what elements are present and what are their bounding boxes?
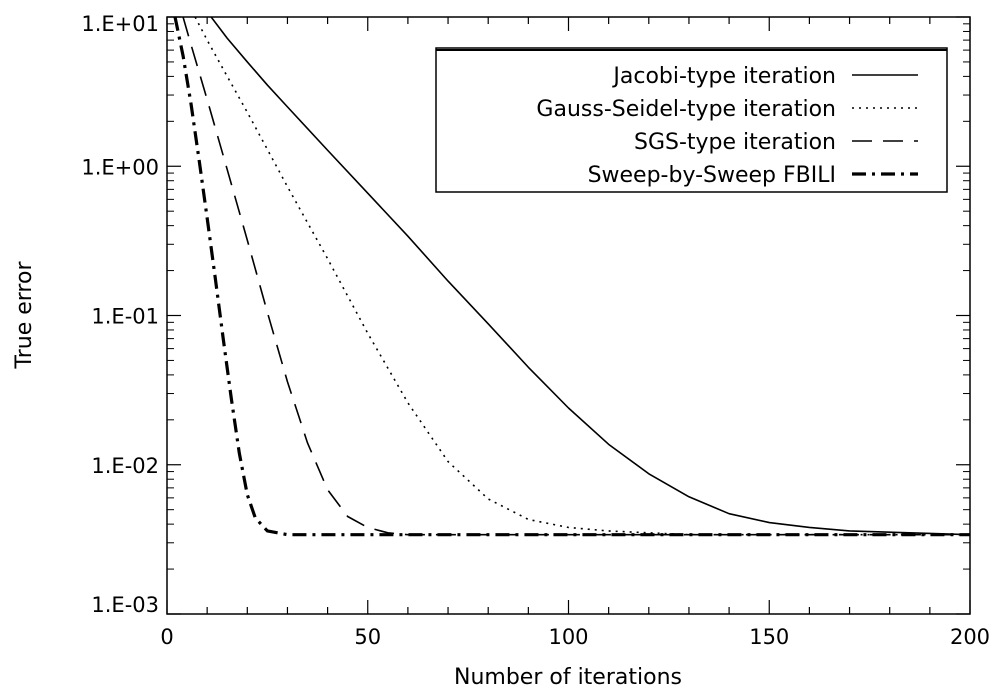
x-axis-title: Number of iterations xyxy=(454,665,682,690)
x-tick-label: 100 xyxy=(548,625,588,649)
tick-labels: 0 50 100 150 200 1.E-03 1.E-02 1.E-01 1.E+00 1.E+… xyxy=(81,12,990,649)
legend: Jacobi-type iteration Gauss-Seidel-type i… xyxy=(435,47,948,193)
y-tick-label: 1.E-03 xyxy=(91,593,159,617)
series-line-3 xyxy=(173,17,970,537)
y-tick-label: 1.E-01 xyxy=(91,305,159,329)
legend-label: Jacobi-type iteration xyxy=(611,64,836,89)
x-tick-label: 200 xyxy=(950,625,990,649)
plot-frame xyxy=(166,16,971,615)
y-tick-label: 1.E+00 xyxy=(81,155,159,179)
y-tick-label: 1.E+01 xyxy=(81,12,159,36)
legend-frame xyxy=(435,47,948,193)
series-line-0 xyxy=(210,17,970,536)
x-tick-label: 50 xyxy=(354,625,381,649)
y-axis-title: True error xyxy=(12,261,37,370)
y-tick-label: 1.E-02 xyxy=(91,454,159,478)
legend-label: Gauss-Seidel-type iteration xyxy=(536,97,836,122)
legend-label: SGS-type iteration xyxy=(634,130,836,155)
x-tick-label: 150 xyxy=(749,625,789,649)
series-line-1 xyxy=(194,17,970,536)
series-lines xyxy=(173,17,970,537)
x-tick-label: 0 xyxy=(160,625,173,649)
series-line-2 xyxy=(182,17,970,536)
axis-ticks xyxy=(166,16,971,615)
legend-label: Sweep-by-Sweep FBILI xyxy=(588,163,836,188)
